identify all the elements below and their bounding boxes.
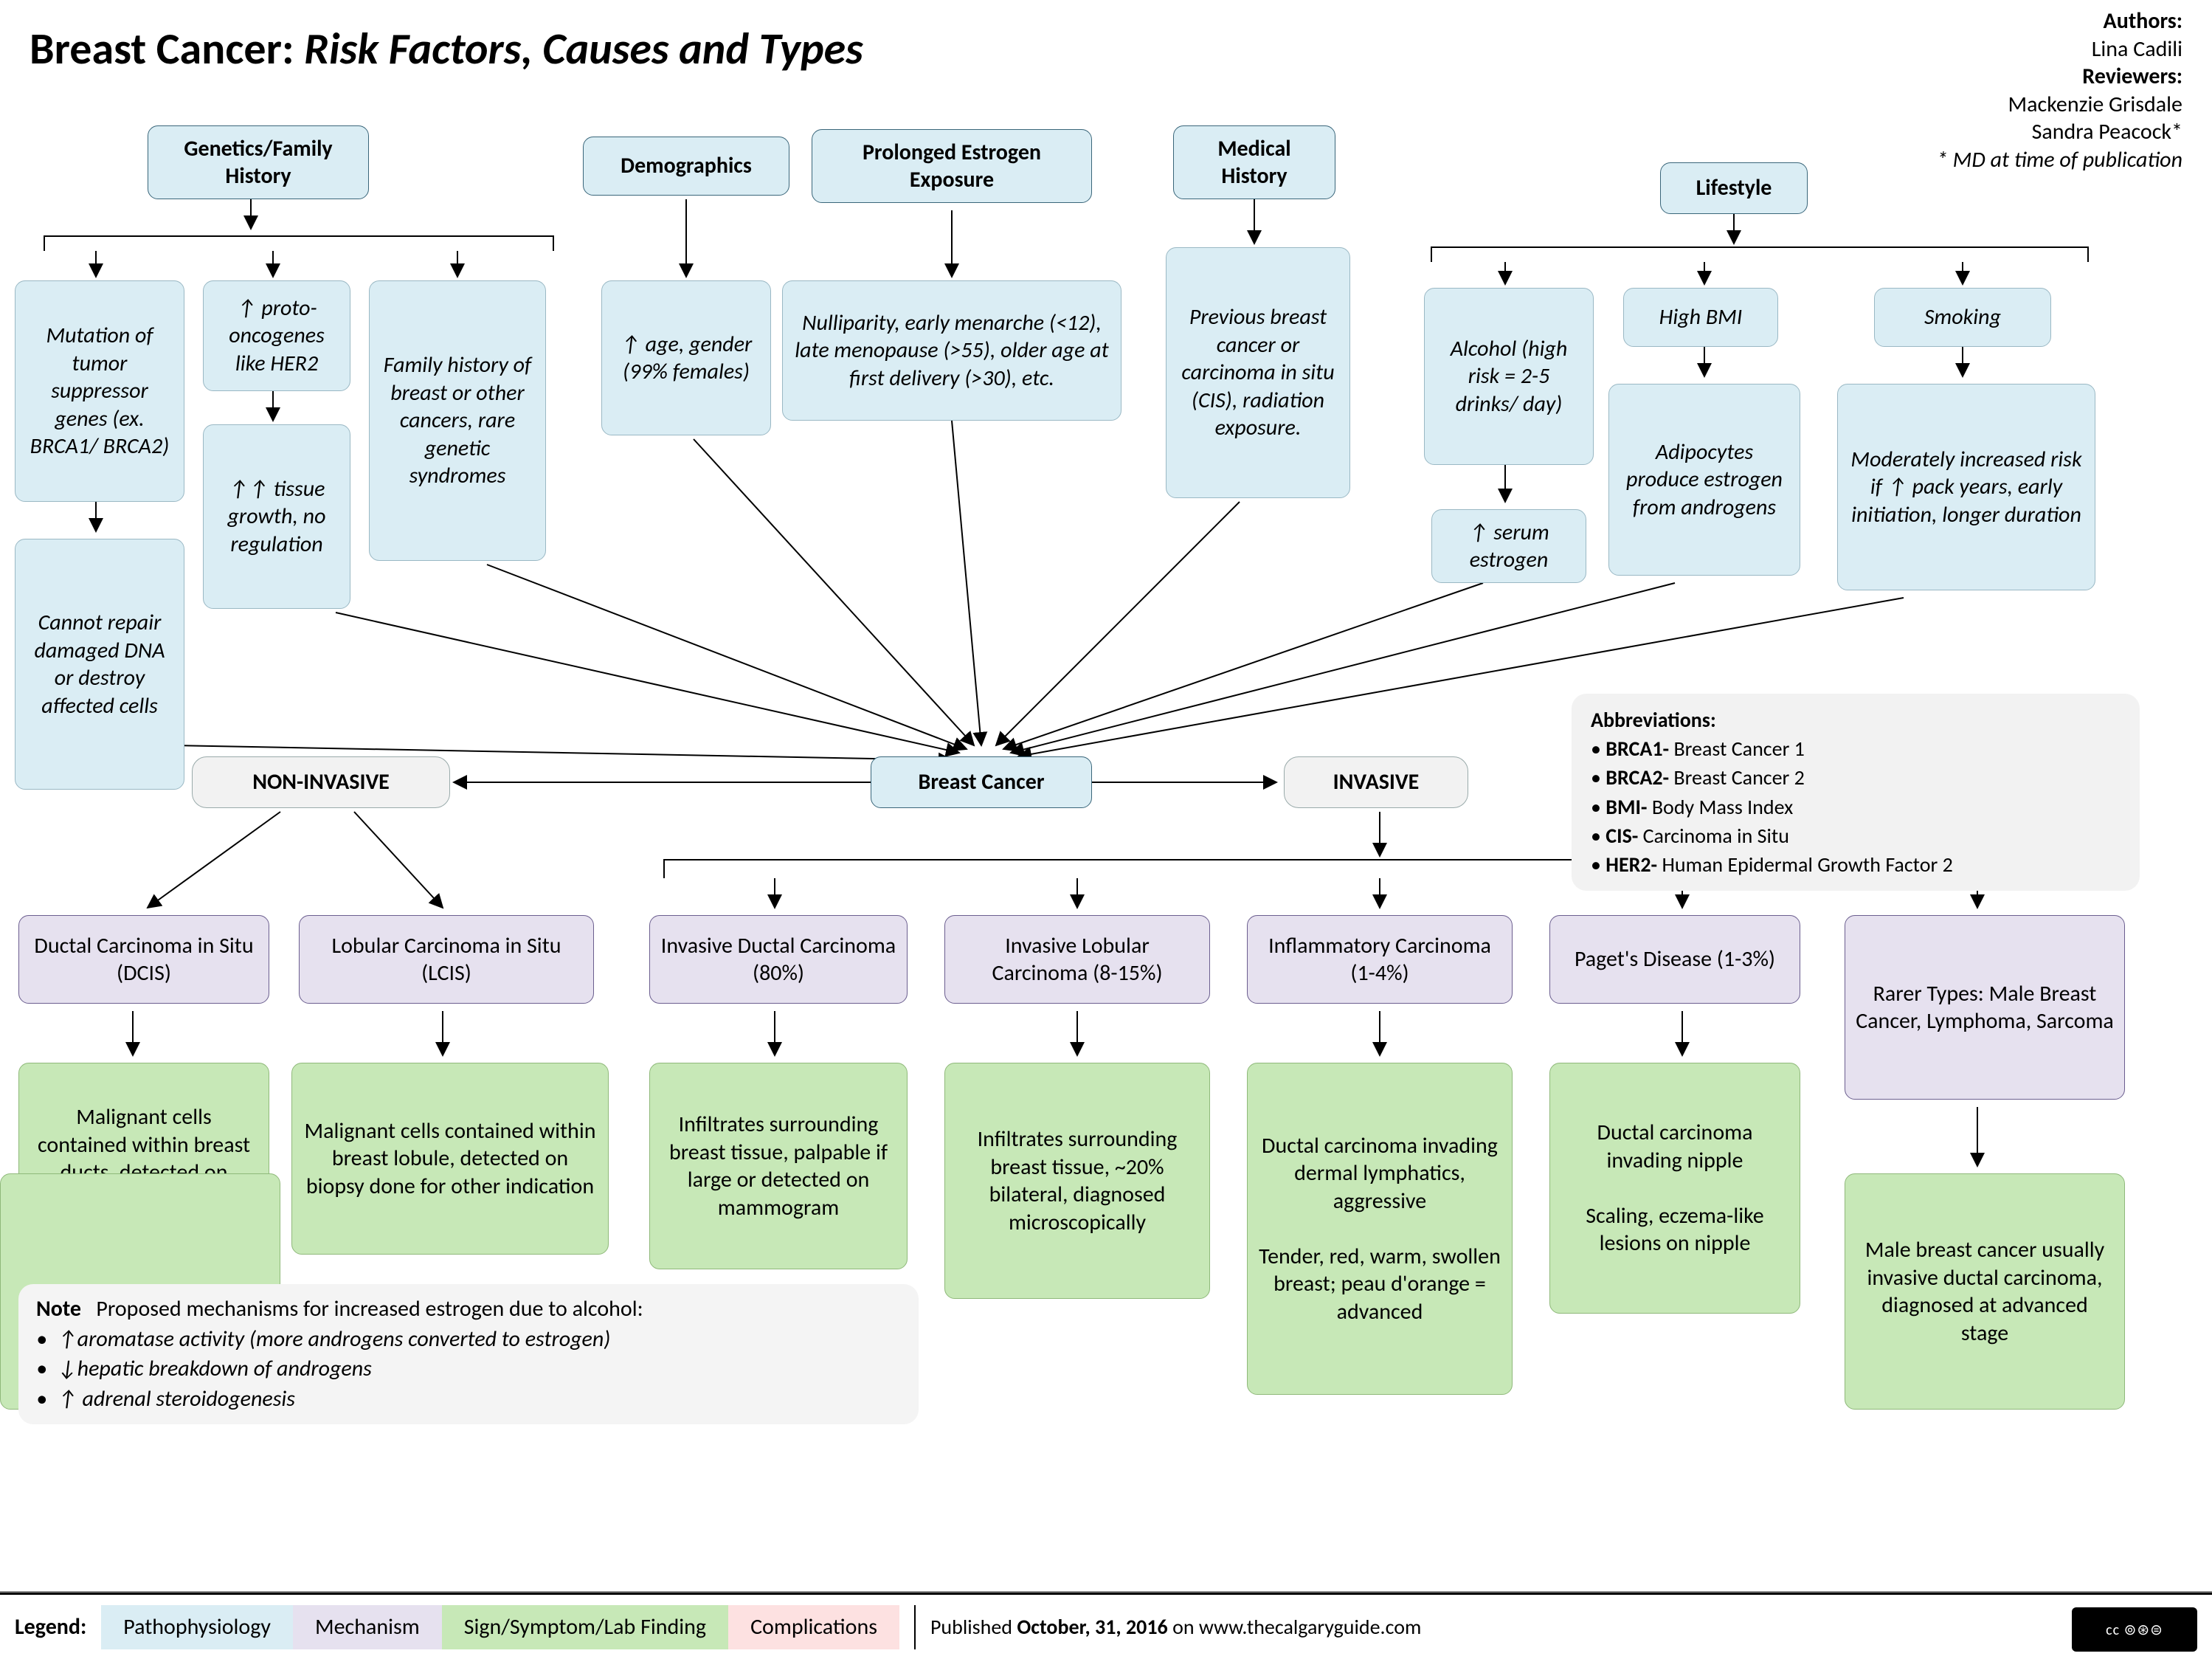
abbrev-line: • CIS- Carcinoma in Situ: [1591, 821, 2121, 850]
node-paget-detail: Ductal carcinoma invading nipple Scaling…: [1549, 1063, 1800, 1314]
node-lcis-detail: Malignant cells contained within breast …: [291, 1063, 609, 1255]
node-invasive: INVASIVE: [1284, 756, 1468, 808]
abbrev-header: Abbreviations:: [1591, 706, 2121, 734]
reviewer-1: Mackenzie Grisdale: [1937, 91, 2182, 119]
legend-patho: Pathophysiology: [101, 1605, 293, 1649]
node-smoking: Smoking: [1874, 288, 2051, 347]
node-breast-cancer: Breast Cancer: [871, 756, 1092, 808]
node-medhist: Medical History: [1173, 125, 1335, 199]
author-name: Lina Cadili: [1937, 35, 2182, 63]
legend-sign: Sign/Symptom/Lab Finding: [442, 1605, 728, 1649]
abbrev-line: • HER2- Human Epidermal Growth Factor 2: [1591, 850, 2121, 879]
title-main: Breast Cancer:: [30, 22, 294, 76]
note-line-3: • ↑ adrenal steroidogenesis: [36, 1384, 901, 1415]
node-age: ↑ age, gender (99% females): [601, 280, 771, 435]
node-famhist: Family history of breast or other cancer…: [369, 280, 546, 561]
node-noninvasive: NON-INVASIVE: [192, 756, 450, 808]
node-cannot: Cannot repair damaged DNA or destroy aff…: [15, 539, 184, 790]
node-paget: Paget's Disease (1-3%): [1549, 915, 1800, 1004]
node-idc-detail: Infiltrates surrounding breast tissue, p…: [649, 1063, 908, 1269]
note-intro: Proposed mechanisms for increased estrog…: [96, 1295, 643, 1322]
authors-header: Authors:: [1937, 7, 2182, 35]
credits-note: * MD at time of publication: [1937, 146, 2182, 174]
node-proto: ↑ proto-oncogenes like HER2: [203, 280, 350, 391]
node-genetics: Genetics/Family History: [148, 125, 369, 199]
node-alcohol: Alcohol (high risk = 2-5 drinks/ day): [1424, 288, 1594, 465]
node-mutation: Mutation of tumor suppressor genes (ex. …: [15, 280, 184, 502]
node-ilc-detail: Infiltrates surrounding breast tissue, ~…: [944, 1063, 1210, 1299]
node-lcis: Lobular Carcinoma in Situ (LCIS): [299, 915, 594, 1004]
node-idc: Invasive Ductal Carcinoma (80%): [649, 915, 908, 1004]
reviewer-2: Sandra Peacock*: [1937, 118, 2182, 146]
node-inflam: Inflammatory Carcinoma (1-4%): [1247, 915, 1513, 1004]
note-header: Note: [36, 1295, 81, 1322]
note-line-1: • ↑aromatase activity (more androgens co…: [36, 1325, 901, 1355]
node-rare-detail: Male breast cancer usually invasive duct…: [1845, 1173, 2125, 1410]
reviewers-header: Reviewers:: [1937, 63, 2182, 91]
node-lifestyle: Lifestyle: [1660, 162, 1808, 214]
node-ilc: Invasive Lobular Carcinoma (8-15%): [944, 915, 1210, 1004]
node-bmi: High BMI: [1623, 288, 1778, 347]
node-dcis: Ductal Carcinoma in Situ (DCIS): [18, 915, 269, 1004]
title-sub: Risk Factors, Causes and Types: [304, 22, 863, 76]
cc-license-icon: cc ⊚⊛⊜: [2072, 1607, 2197, 1652]
node-medhist-detail: Previous breast cancer or carcinoma in s…: [1166, 247, 1350, 498]
legend-comp: Complications: [728, 1605, 899, 1649]
node-rare: Rarer Types: Male Breast Cancer, Lymphom…: [1845, 915, 2125, 1100]
abbrev-line: • BMI- Body Mass Index: [1591, 793, 2121, 821]
abbrev-line: • BRCA2- Breast Cancer 2: [1591, 763, 2121, 792]
node-adipo: Adipocytes produce estrogen from androge…: [1608, 384, 1800, 576]
credits-block: Authors: Lina Cadili Reviewers: Mackenzi…: [1937, 7, 2182, 173]
node-smoking-detail: Moderately increased risk if ↑ pack year…: [1837, 384, 2095, 590]
node-estrogen: Prolonged Estrogen Exposure: [812, 129, 1092, 203]
node-demographics: Demographics: [583, 137, 789, 196]
node-serum: ↑ serum estrogen: [1431, 509, 1586, 583]
note-line-2: • ↓hepatic breakdown of androgens: [36, 1354, 901, 1384]
legend-published: Published October, 31, 2016 on www.theca…: [930, 1614, 1421, 1640]
note-box: Note Proposed mechanisms for increased e…: [18, 1284, 919, 1424]
node-estrogen-detail: Nulliparity, early menarche (<12), late …: [782, 280, 1121, 421]
node-inflam-detail: Ductal carcinoma invading dermal lymphat…: [1247, 1063, 1513, 1395]
legend-mech: Mechanism: [293, 1605, 442, 1649]
abbrev-line: • BRCA1- BRCA1- Breast Cancer 1Breast Ca…: [1591, 734, 2121, 763]
node-tissue: ↑↑ tissue growth, no regulation: [203, 424, 350, 609]
page-title: Breast Cancer: Risk Factors, Causes and …: [30, 22, 863, 76]
legend-label: Legend:: [15, 1613, 86, 1641]
abbreviations-box: Abbreviations: • BRCA1- BRCA1- Breast Ca…: [1572, 694, 2140, 891]
legend-bar: Legend: Pathophysiology Mechanism Sign/S…: [0, 1593, 2212, 1659]
